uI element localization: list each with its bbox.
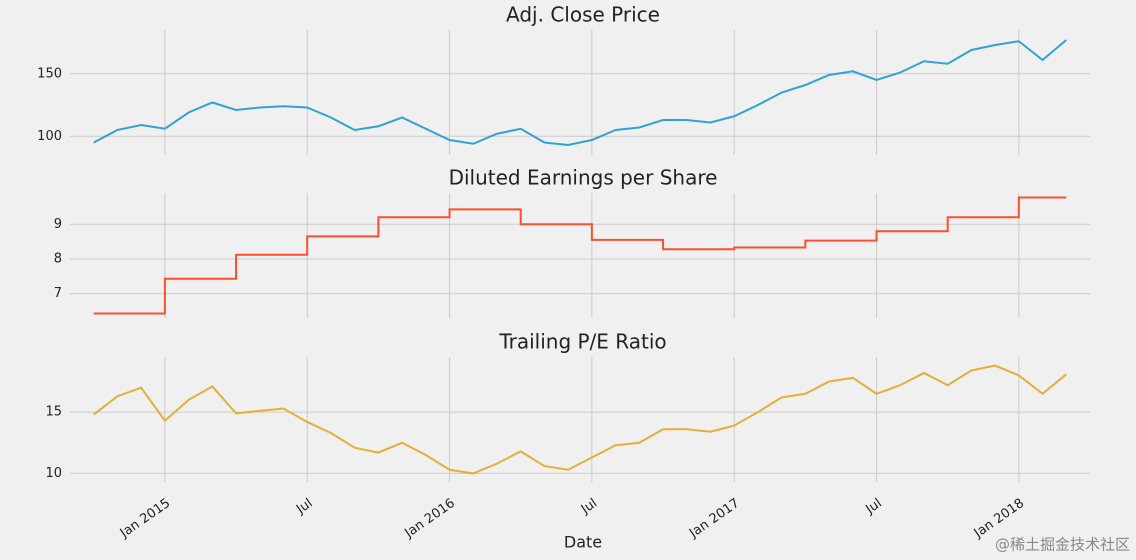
y-tick-label: 150 [37,66,62,81]
y-tick-label: 100 [37,129,62,144]
y-tick-label: 15 [45,405,62,420]
chart-title: Adj. Close Price [506,3,660,27]
chart-title: Diluted Earnings per Share [449,166,718,190]
series-line [93,196,1067,315]
series-line [93,39,1067,147]
x-axis-label: Date [564,533,602,552]
watermark: @稀土掘金技术社区 [995,536,1130,554]
y-tick-label: 10 [45,466,62,481]
y-tick-label: 7 [54,286,62,301]
series-line [93,364,1067,475]
y-tick-label: 8 [54,251,62,266]
y-tick-label: 9 [54,217,62,232]
chart-title: Trailing P/E Ratio [498,330,666,354]
